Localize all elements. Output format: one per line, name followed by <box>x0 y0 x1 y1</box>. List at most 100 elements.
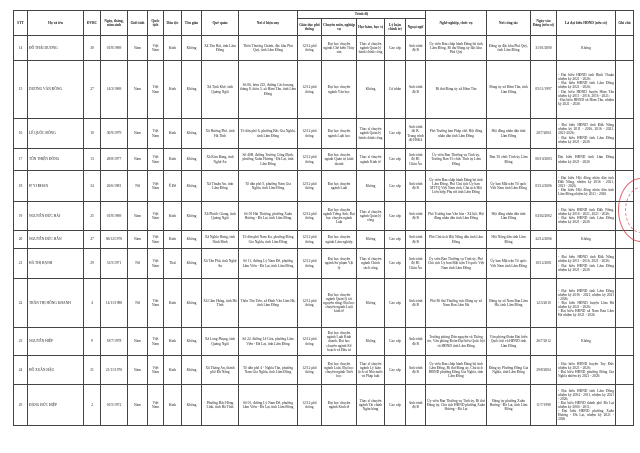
cell-dvbc: 29 <box>83 248 101 279</box>
cell-politics: Cao cấp <box>384 384 406 426</box>
cell-politics: Cao cấp <box>384 355 406 385</box>
cell-gender: Nam <box>127 35 148 61</box>
cell-stt: 20 <box>13 230 28 249</box>
header-dob: Ngày, tháng, năm sinh <box>100 10 128 36</box>
cell-language: Anh trình độ B, Trung trình độ HSK4 <box>404 118 427 149</box>
cell-party-date: 10/12/2001 <box>530 248 558 279</box>
cell-specialty: Đại học chuyên ngành Lâm nghiệp <box>321 230 357 249</box>
cell-politics: Cao cấp <box>384 230 406 249</box>
cell-degree: Thạc sĩ chuyên ngành Kinh tế <box>356 148 385 171</box>
cell-politics: Cao cấp <box>384 278 406 328</box>
cell-stt: 22 <box>13 278 28 328</box>
cell-specialty: Đại học chuyên ngành Sư phạm Vật lý <box>321 248 357 279</box>
cell-hometown: Xã Nghĩa Hưng, tỉnh Ninh Bình <box>201 230 239 249</box>
cell-nationality: Việt Nam <box>147 148 164 171</box>
cell-religion: Không <box>181 170 202 202</box>
cell-stt: 18 <box>13 170 28 202</box>
cell-gender: Nam <box>127 355 148 385</box>
table-header: STT Họ và tên ĐVBC Ngày, tháng, năm sinh… <box>13 10 635 36</box>
cell-gender: Nam <box>127 118 148 149</box>
cell-dob: 01/5/1972 <box>100 384 128 426</box>
cell-hometown: Xã Thuận An, tỉnh Lâm Đồng <box>201 170 239 202</box>
cell-politics: Cử nhân <box>384 60 406 119</box>
cell-hometown: Xã Cẩm Hưng, tỉnh Hà Tĩnh <box>201 278 239 328</box>
cell-degree: Thạc sĩ chuyên ngành Lý luận lịch sử Nhà… <box>356 355 385 385</box>
table-row: 21 Hà Thị Hạnh 29 31/5/1971 Nữ Việt Nam Thái Kh… <box>13 248 635 279</box>
header-degree: Học hàm, học vị <box>356 18 385 36</box>
cell-ethnicity: Kinh <box>163 118 182 149</box>
cell-hometown: Xã Tân Phú, tỉnh Nghệ An <box>201 248 239 279</box>
header-general-edu: Giáo dục phổ thông <box>297 18 322 36</box>
cell-general-edu: 12/12 phổ thông <box>297 148 322 171</box>
cell-residence: Thôn Thương Chánh, đặc khu Phú Quý, tỉnh… <box>238 35 298 61</box>
cell-degree: Không <box>356 327 385 356</box>
cell-nationality: Việt Nam <box>147 201 164 231</box>
header-language: Ngoại ngữ <box>404 18 427 36</box>
cell-ethnicity: Ê Đê <box>163 170 182 202</box>
cell-dob: 01/8/1969 <box>100 35 128 61</box>
cell-nationality: Việt Nam <box>147 248 164 279</box>
cell-hometown: Xã Tịnh Khê, tỉnh Quảng Ngãi <box>201 60 239 119</box>
table-row: 24 Hồ Xuân Hậu 31 21/11/1976 Nam Việt Nam Kinh… <box>13 355 635 385</box>
table-row: 20 Nguyễn Đức Hân 27 06/12/1976 Nam Việt Nam K… <box>13 230 635 249</box>
cell-stt: 24 <box>13 355 28 385</box>
cell-gender: Nam <box>127 148 148 171</box>
cell-party-date: 06/10/2003 <box>530 148 558 171</box>
table-row: 14 Đỗ Thái Dương 30 01/8/1969 Nam Việt Nam Kin… <box>13 35 635 61</box>
cell-party-date: 20/7/2004 <box>530 118 558 149</box>
cell-position: Phó Chủ tịch Hội Nông dân tỉnh Lâm Đồng <box>425 230 488 249</box>
cell-general-edu: 12/12 phổ thông <box>297 60 322 119</box>
cell-delegate: Không <box>556 35 617 61</box>
table-row: 18 H' Yi Đhan 34 26/6/1981 Nữ Việt Nam Ê Đê Khô… <box>13 170 635 202</box>
cell-stt: 19 <box>13 201 28 231</box>
cell-delegate: - Đại biểu HĐND tỉnh Đắk Nông nhiệm kỳ 2… <box>556 248 617 279</box>
cell-note <box>615 278 635 328</box>
cell-party-date: 05/11/1997 <box>530 60 558 119</box>
table-row: 23 Nguyễn Hiệp 9 18/7/1978 Nam Việt Nam Kinh Kh… <box>13 327 635 356</box>
header-name: Họ và tên <box>27 10 84 36</box>
cell-residence: Tổ dân phố 6, phường Bắc Gia Nghĩa, tỉnh… <box>238 118 298 149</box>
header-workplace: Nơi công tác <box>486 10 532 36</box>
cell-ethnicity: Kinh <box>163 148 182 171</box>
cell-general-edu: 12/12 phổ thông <box>297 384 322 426</box>
cell-language: Anh trình độ B <box>404 327 427 356</box>
cell-specialty: Đại học chuyên ngành Quản trị kinh doanh <box>321 148 357 171</box>
header-stt: STT <box>13 10 28 36</box>
cell-ethnicity: Kinh <box>163 384 182 426</box>
cell-dvbc: 30 <box>83 35 101 61</box>
cell-degree: Không <box>356 170 385 202</box>
cell-dob: 30/9/1979 <box>100 118 128 149</box>
cell-dvbc: 10 <box>83 118 101 149</box>
cell-workplace: Đảng ủy phường Xuân Hương - Đà Lạt, tỉnh… <box>486 384 532 426</box>
cell-workplace: Đảng ủy xã Nam Ban Lâm Hà, tỉnh Lâm Đồng <box>486 278 532 328</box>
cell-gender: Nam <box>127 60 148 119</box>
cell-name: Nguyễn Đức Hải <box>27 201 84 231</box>
cell-degree: Thạc sĩ chuyên ngành Quản lý hành chính … <box>356 35 385 61</box>
header-residence: Nơi ở hiện nay <box>238 10 298 36</box>
cell-gender: Nam <box>127 201 148 231</box>
cell-party-date: 22/12/2006 <box>530 230 558 249</box>
cell-residence: Thôn Tân Tiến, xã Đinh Văn Lâm Hà, tỉnh … <box>238 278 298 328</box>
cell-stt: 17 <box>13 148 28 171</box>
cell-nationality: Việt Nam <box>147 278 164 328</box>
cell-workplace: Đảng ủy Phường Đông Gia Nghĩa, tỉnh Lâm … <box>486 355 532 385</box>
cell-general-edu: 12/12 phổ thông <box>297 278 322 328</box>
cell-position: Phó Trưởng ban Văn hóa - Xã hội, Hội đồn… <box>425 201 488 231</box>
cell-general-edu: 12/12 phổ thông <box>297 118 322 149</box>
header-note: Ghi chú <box>615 10 635 36</box>
cell-politics: Cao cấp <box>384 170 406 202</box>
header-hometown: Quê quán <box>201 10 239 36</box>
cell-politics: Cao cấp <box>384 118 406 149</box>
cell-stt: 14 <box>13 35 28 61</box>
cell-general-edu: 12/12 phổ thông <box>297 201 322 231</box>
cell-position: Ủy viên Ban Thường vụ Tỉnh ủy, Phó Chủ t… <box>425 248 488 279</box>
cell-position: Ủy viên Ban Thường vụ Tỉnh ủy, Trưởng Ba… <box>425 148 488 171</box>
cell-workplace: Hội đồng nhân dân tỉnh Lâm Đồng <box>486 118 532 149</box>
cell-dob: 28/8/1977 <box>100 148 128 171</box>
cell-note <box>615 248 635 279</box>
cell-nationality: Việt Nam <box>147 170 164 202</box>
cell-religion: Không <box>181 355 202 385</box>
header-dvbc: ĐVBC <box>83 10 101 36</box>
cell-ethnicity: Thái <box>163 248 182 279</box>
header-nationality: Quốc tịch <box>147 10 164 36</box>
